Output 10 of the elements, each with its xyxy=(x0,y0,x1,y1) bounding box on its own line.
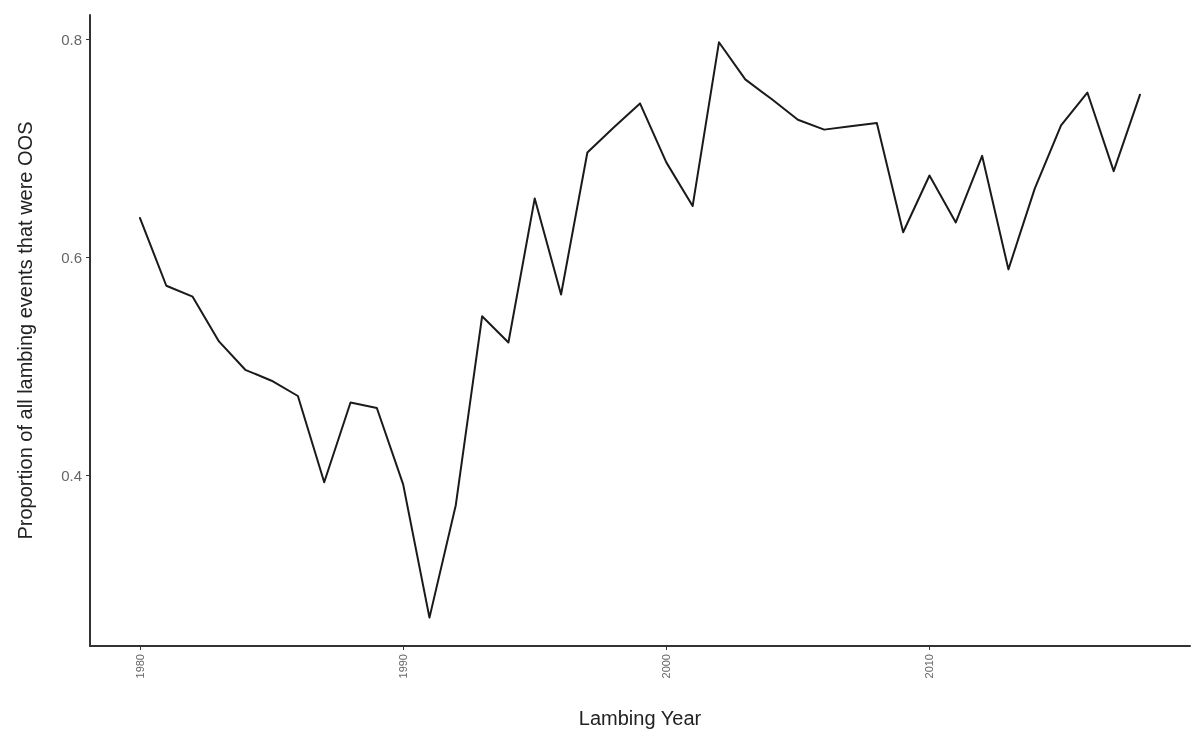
x-axis-title: Lambing Year xyxy=(578,707,702,729)
x-tick-label: 1980 xyxy=(134,654,146,679)
line-series xyxy=(139,41,1141,619)
x-tick-label: 2010 xyxy=(923,654,936,679)
y-axis-title: Proportion of all lambing events that were OOS xyxy=(14,121,36,540)
x-tick-label: 2000 xyxy=(660,654,673,679)
x-tick-label: 1990 xyxy=(397,654,410,679)
y-tick-label: 0.6 xyxy=(61,248,82,266)
y-tick-label: 0.4 xyxy=(61,467,82,485)
y-tick-label: 0.8 xyxy=(61,30,82,48)
